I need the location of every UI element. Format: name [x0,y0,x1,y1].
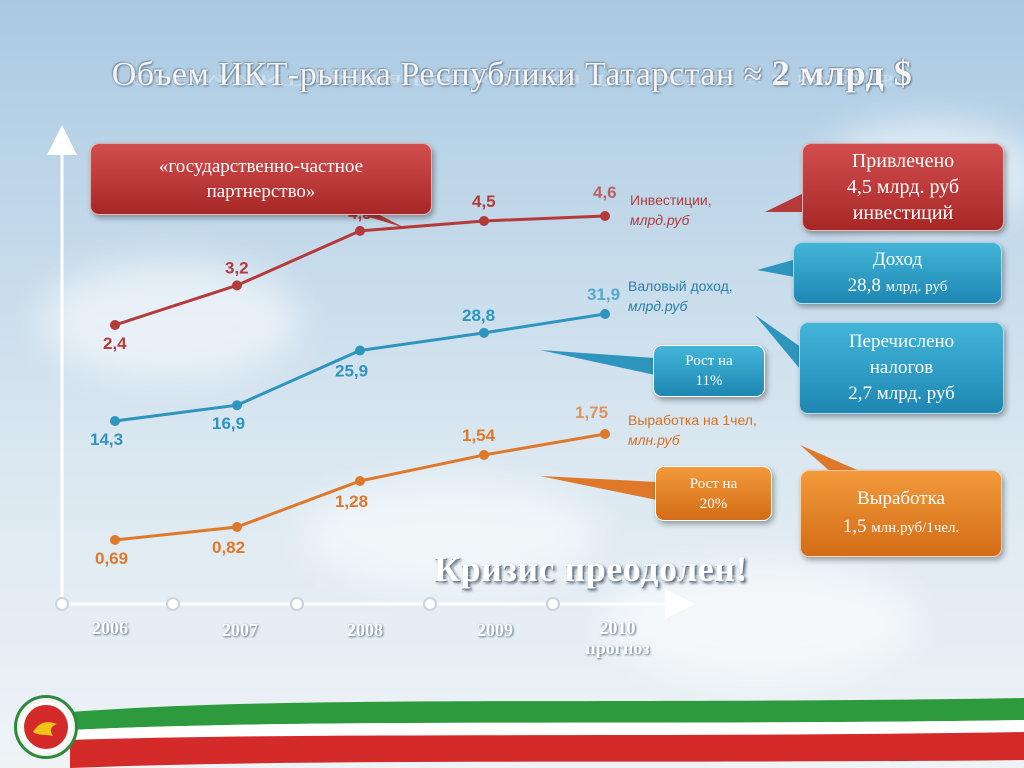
data-point [355,225,365,236]
productivity-label-line2: млн.руб [628,432,680,448]
year-2010-note: прогноз [585,638,650,658]
crisis-banner: Кризис преодолен! [434,549,748,589]
productivity-line2: 1,5 млн.руб/1чел. [843,513,960,542]
invested-line3: инвестиций [852,202,954,224]
crisis-banner-reflection: Кризис преодолен! [434,571,740,588]
data-point [110,535,120,545]
data-point [479,450,489,460]
data-label: 0,82 [212,538,245,557]
investments-series-label: Инвестиции, млрд.руб [630,190,712,230]
data-label: 3,2 [225,258,249,277]
data-point [600,429,610,439]
data-label: 0,69 [95,549,128,568]
invested-callout: Привлечено 4,5 млрд. руб инвестиций [802,143,1004,231]
productivity-unit: млн.руб/1чел. [871,520,960,536]
income-unit: млрд. руб [885,278,948,295]
taxes-callout: Перечислено налогов 2,7 млрд. руб [799,322,1004,414]
income-label-line1: Валовый доход, [628,278,733,294]
year-label-2007: 2007 [222,620,258,640]
data-point [600,309,610,319]
productivity-series-label: Выработка на 1чел, млн.руб [628,410,757,450]
series-line-2 [114,432,606,542]
data-label: 4,6 [593,183,617,202]
data-label: 25,9 [335,361,368,380]
data-point [110,320,120,330]
investments-label-line2: млрд.руб [630,212,690,228]
x-axis-tick [55,597,69,611]
taxes-line2: налогов [869,357,934,378]
page-title: Объем ИКТ-рынка Республики Татарстан ≈ 2… [0,52,1024,94]
year-label-2006: 2006 [92,618,128,638]
data-label: 2,4 [103,334,127,353]
ppp-line1: «государственно-частное [158,156,364,177]
data-label: 4,5 [472,192,496,211]
productivity-label-line1: Выработка на 1чел, [628,412,757,428]
productivity-line1: Выработка [857,488,945,509]
data-label: 16,9 [212,414,245,433]
x-axis-tick [290,597,304,611]
cloud [600,560,920,680]
data-point [110,416,120,426]
year-label-2009: 2009 [477,620,513,640]
ppp-line2: партнерство» [206,181,316,202]
invested-line1: Привлечено [851,150,955,172]
data-point [232,400,242,411]
data-point [479,327,489,338]
productivity-value: 1,5 [842,516,867,537]
ppp-callout: «государственно-частное партнерство» [90,143,432,215]
data-point [232,522,242,532]
invested-pointer [765,190,810,212]
growth20-pointer [540,476,657,500]
income-label-line2: млрд.руб [628,298,688,314]
data-label: 1,75 [575,403,608,422]
income-series-label: Валовый доход, млрд.руб [628,276,733,316]
growth20-line2: 20% [699,495,728,512]
productivity-callout: Выработка 1,5 млн.руб/1чел. [800,470,1002,557]
x-axis-tick [166,597,180,611]
data-point [232,280,242,291]
investments-label-line1: Инвестиции, [630,192,712,208]
income-pointer [757,258,800,278]
growth20-callout: Рост на 20% [655,466,772,521]
invested-line2: 4,5 млрд. руб [846,176,960,198]
income-value: 28,8 [847,274,881,296]
income-line2: 28,8 млрд. руб [848,273,948,300]
growth11-pointer [540,350,655,375]
title-highlight: 2 млрд $ [771,53,913,93]
cloud [300,480,600,590]
data-point [355,345,365,356]
data-point [600,211,610,221]
data-label: 1,28 [335,492,368,511]
data-label: 31,9 [587,285,620,304]
year-label-2008: 2008 [347,620,383,640]
x-axis-tick [423,597,437,611]
cloud [40,260,300,380]
flag-ribbon [70,698,1024,768]
data-label: 1,54 [462,426,496,445]
income-callout: Доход 28,8 млрд. руб [793,242,1002,304]
taxes-line3: 2,7 млрд. руб [848,383,955,404]
year-label-2010: 2010 прогноз [570,618,665,658]
income-line1: Доход [872,248,923,270]
data-point [355,476,365,486]
taxes-pointer [755,315,805,375]
year-2010-text: 2010 [599,618,636,638]
taxes-line1: Перечислено [848,331,955,352]
x-axis-tick [546,597,560,611]
data-label: 28,8 [462,306,495,325]
tatarstan-emblem-icon [14,695,78,759]
data-point [479,215,489,226]
data-label: 14,3 [90,430,123,449]
growth11-line2: 11% [695,373,723,389]
growth20-line1: Рост на [689,475,738,492]
growth11-line1: Рост на [685,353,733,369]
growth11-callout: Рост на 11% [653,345,765,397]
title-text: Объем ИКТ-рынка Республики Татарстан ≈ [111,56,772,93]
